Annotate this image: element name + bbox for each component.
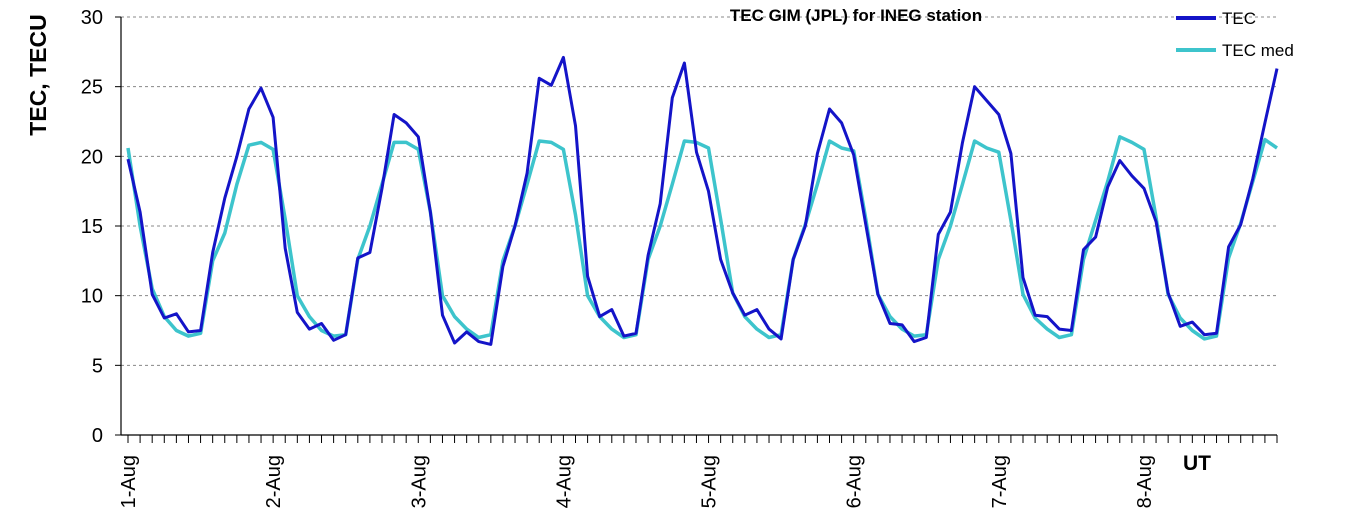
x-date-label: 5-Aug (699, 455, 721, 508)
x-date-label: 7-Aug (989, 455, 1011, 508)
x-axis-title: UT (1183, 452, 1211, 475)
x-date-label: 4-Aug (553, 455, 575, 508)
legend-label-tec: TEC (1222, 9, 1256, 28)
series-line-tec-med (126, 135, 1278, 341)
x-date-label: 6-Aug (844, 455, 866, 508)
y-axis-title: TEC, TECU (25, 14, 51, 135)
y-tick-label: 5 (92, 355, 103, 377)
y-tick-label: 20 (81, 146, 103, 168)
y-tick-label: 15 (81, 216, 103, 238)
axes (115, 16, 1278, 443)
tick-labels: 0 5 10 15 20 25 30 1-Aug 2-Aug 3-Aug 4-Aug 5-Aug 6-A… (81, 7, 1156, 508)
series-line-tec (126, 55, 1279, 346)
series-lines (126, 55, 1279, 346)
x-date-label: 1-Aug (118, 455, 140, 508)
y-tick-label: 30 (81, 7, 103, 29)
legend: TEC TEC med (1176, 9, 1294, 60)
y-tick-label: 0 (92, 425, 103, 447)
y-tick-label: 10 (81, 286, 103, 308)
y-tick-label: 25 (81, 77, 103, 99)
x-date-label: 3-Aug (408, 455, 430, 508)
x-date-label: 2-Aug (263, 455, 285, 508)
legend-label-tec-med: TEC med (1222, 41, 1294, 60)
x-date-label: 8-Aug (1134, 455, 1156, 508)
chart-title: TEC GIM (JPL) for INEG station (730, 6, 982, 25)
